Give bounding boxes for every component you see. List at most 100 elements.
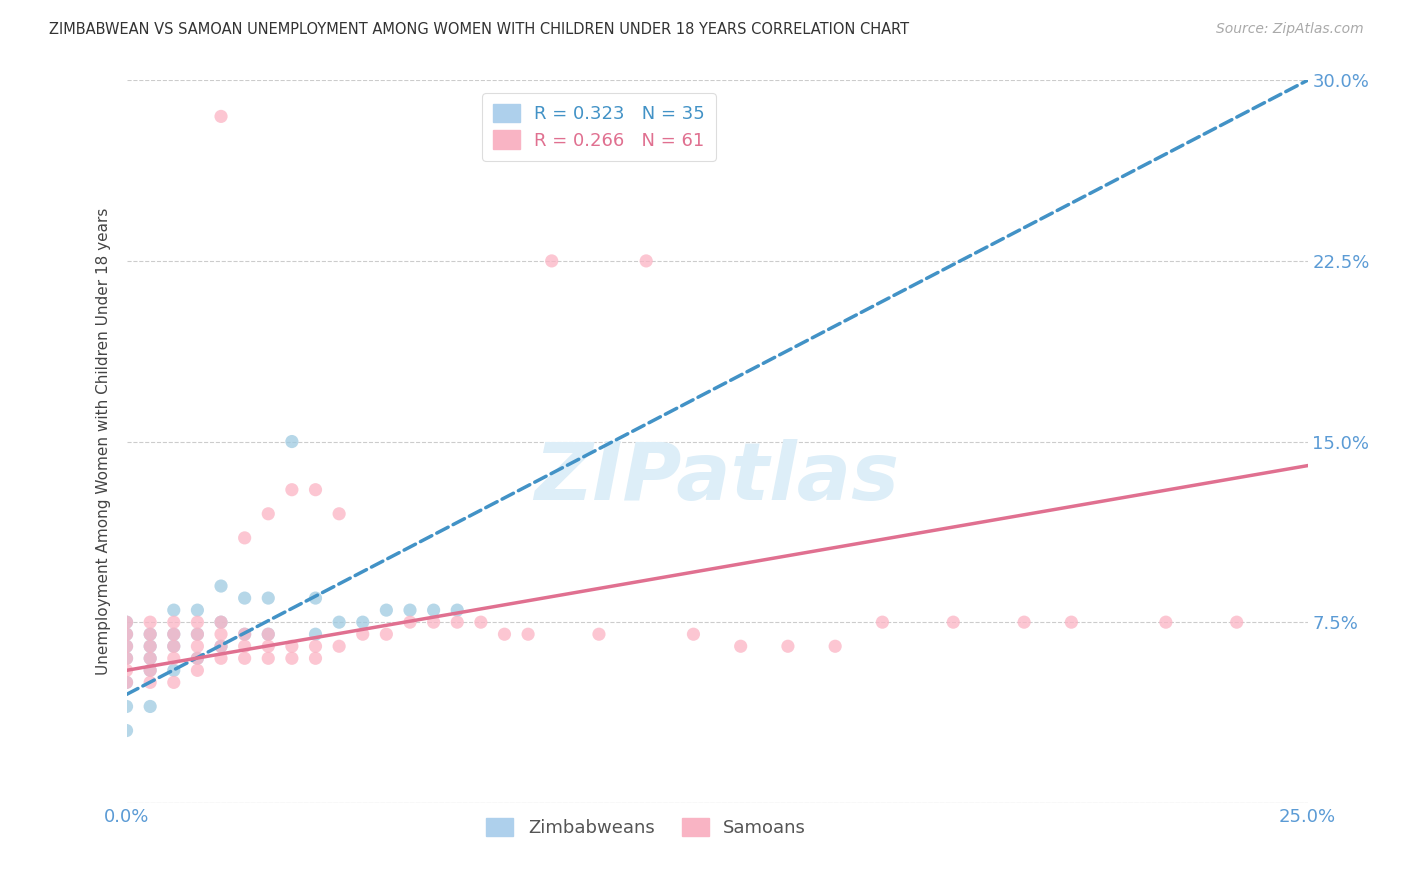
Point [115,627,138,641]
Point [233,627,256,641]
Point [163,639,186,653]
Point [115,615,138,630]
Point [209,651,232,665]
Point [209,109,232,123]
Point [636,253,658,268]
Point [233,627,256,641]
Point [1154,615,1177,630]
Point [824,639,846,653]
Point [186,627,208,641]
Point [163,615,186,630]
Point [209,579,232,593]
Point [115,651,138,665]
Point [375,603,398,617]
Point [139,627,162,641]
Point [588,627,610,641]
Point [115,675,138,690]
Legend: Zimbabweans, Samoans: Zimbabweans, Samoans [479,811,813,845]
Point [186,651,208,665]
Point [115,639,138,653]
Point [1060,615,1083,630]
Point [682,627,704,641]
Point [422,603,444,617]
Point [115,664,138,678]
Point [115,723,138,738]
Point [233,651,256,665]
Point [139,639,162,653]
Point [115,627,138,641]
Point [257,507,280,521]
Point [399,603,422,617]
Point [209,639,232,653]
Text: ZIMBABWEAN VS SAMOAN UNEMPLOYMENT AMONG WOMEN WITH CHILDREN UNDER 18 YEARS CORRE: ZIMBABWEAN VS SAMOAN UNEMPLOYMENT AMONG … [49,22,910,37]
Point [352,615,374,630]
Point [1012,615,1035,630]
Text: ZIPatlas: ZIPatlas [534,439,900,516]
Point [517,627,540,641]
Point [209,627,232,641]
Point [470,615,492,630]
Point [163,651,186,665]
Point [115,675,138,690]
Point [942,615,965,630]
Point [257,639,280,653]
Point [163,603,186,617]
Point [209,615,232,630]
Point [163,675,186,690]
Point [257,627,280,641]
Point [446,603,468,617]
Point [304,651,326,665]
Point [233,531,256,545]
Point [328,507,350,521]
Point [115,651,138,665]
Point [776,639,799,653]
Point [872,615,894,630]
Point [139,664,162,678]
Point [115,699,138,714]
Point [233,639,256,653]
Point [328,639,350,653]
Point [186,651,208,665]
Point [115,639,138,653]
Point [139,639,162,653]
Point [139,651,162,665]
Point [446,615,468,630]
Point [494,627,516,641]
Point [352,627,374,641]
Point [328,615,350,630]
Point [186,615,208,630]
Point [281,651,304,665]
Point [139,664,162,678]
Point [209,615,232,630]
Point [209,639,232,653]
Point [186,664,208,678]
Point [115,615,138,630]
Y-axis label: Unemployment Among Women with Children Under 18 years: Unemployment Among Women with Children U… [96,208,111,675]
Point [163,664,186,678]
Point [304,627,326,641]
Point [304,483,326,497]
Text: Source: ZipAtlas.com: Source: ZipAtlas.com [1216,22,1364,37]
Point [139,675,162,690]
Point [540,253,562,268]
Point [1226,615,1249,630]
Point [304,591,326,605]
Point [281,434,304,449]
Point [139,615,162,630]
Point [399,615,422,630]
Point [304,639,326,653]
Point [163,639,186,653]
Point [186,639,208,653]
Point [139,627,162,641]
Point [186,603,208,617]
Point [233,591,256,605]
Point [281,639,304,653]
Point [257,651,280,665]
Point [163,627,186,641]
Point [730,639,752,653]
Point [257,591,280,605]
Point [186,627,208,641]
Point [281,483,304,497]
Point [139,651,162,665]
Point [163,627,186,641]
